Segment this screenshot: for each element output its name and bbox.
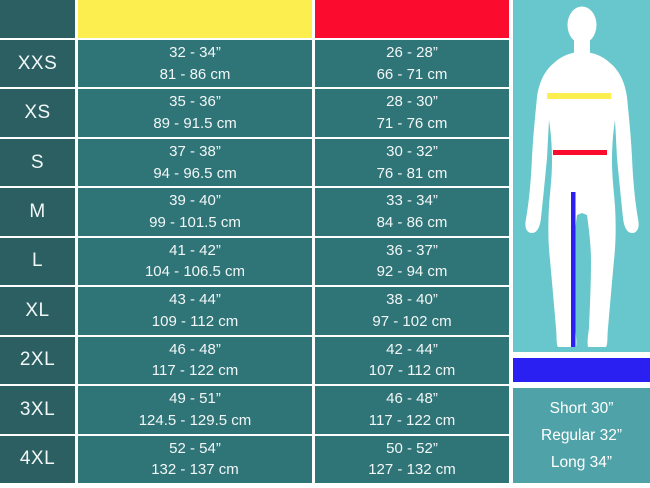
waist-measurement: 36 - 37” 92 - 94 cm [315,237,509,286]
measurement-diagram-panel: Short 30” Regular 32” Long 34” [513,0,650,483]
size-label: XL [0,287,75,335]
inseam-option-short: Short 30” [549,399,614,417]
chest-color-header [78,0,312,38]
waist-measurement: 46 - 48” 117 - 122 cm [315,386,509,434]
chest-measurement: 39 - 40” 99 - 101.5 cm [78,188,312,236]
waist-measurement: 30 - 32” 76 - 81 cm [315,138,509,187]
waist-measurement: 42 - 44” 107 - 112 cm [315,336,509,385]
body-silhouette-figure [525,6,639,347]
waist-measurement: 38 - 40” 97 - 102 cm [315,287,509,335]
size-label: XXS [0,40,75,88]
inseam-color-header [513,358,650,382]
inseam-option-regular: Regular 32” [541,426,622,444]
figure-body [525,52,639,347]
size-table: XXS 32 - 34” 81 - 86 cm 26 - 28” 66 - 71 cm X… [0,0,509,483]
body-measurement-diagram [513,0,650,352]
size-label: L [0,237,75,286]
chest-measurement: 46 - 48” 117 - 122 cm [78,336,312,385]
size-label: 2XL [0,336,75,385]
chest-measurement: 52 - 54” 132 - 137 cm [78,435,312,483]
chest-measurement: 49 - 51” 124.5 - 129.5 cm [78,386,312,434]
size-label: 3XL [0,386,75,434]
chest-measurement: 41 - 42” 104 - 106.5 cm [78,237,312,286]
chest-measure-line [547,93,611,99]
size-label: XS [0,89,75,137]
waist-color-header [315,0,509,38]
table-corner-cell [0,0,75,38]
size-label: 4XL [0,435,75,483]
waist-measure-line [553,150,607,155]
chest-measurement: 32 - 34” 81 - 86 cm [78,40,312,88]
waist-measurement: 50 - 52” 127 - 132 cm [315,435,509,483]
waist-measurement: 26 - 28” 66 - 71 cm [315,40,509,88]
waist-measurement: 33 - 34” 84 - 86 cm [315,188,509,236]
size-label: S [0,138,75,187]
chest-measurement: 43 - 44” 109 - 112 cm [78,287,312,335]
chest-measurement: 35 - 36” 89 - 91.5 cm [78,89,312,137]
waist-measurement: 28 - 30” 71 - 76 cm [315,89,509,137]
chest-measurement: 37 - 38” 94 - 96.5 cm [78,138,312,187]
inseam-measure-line [571,192,576,347]
inseam-option-long: Long 34” [550,453,613,471]
inseam-options: Short 30” Regular 32” Long 34” [513,388,650,483]
size-label: M [0,188,75,236]
